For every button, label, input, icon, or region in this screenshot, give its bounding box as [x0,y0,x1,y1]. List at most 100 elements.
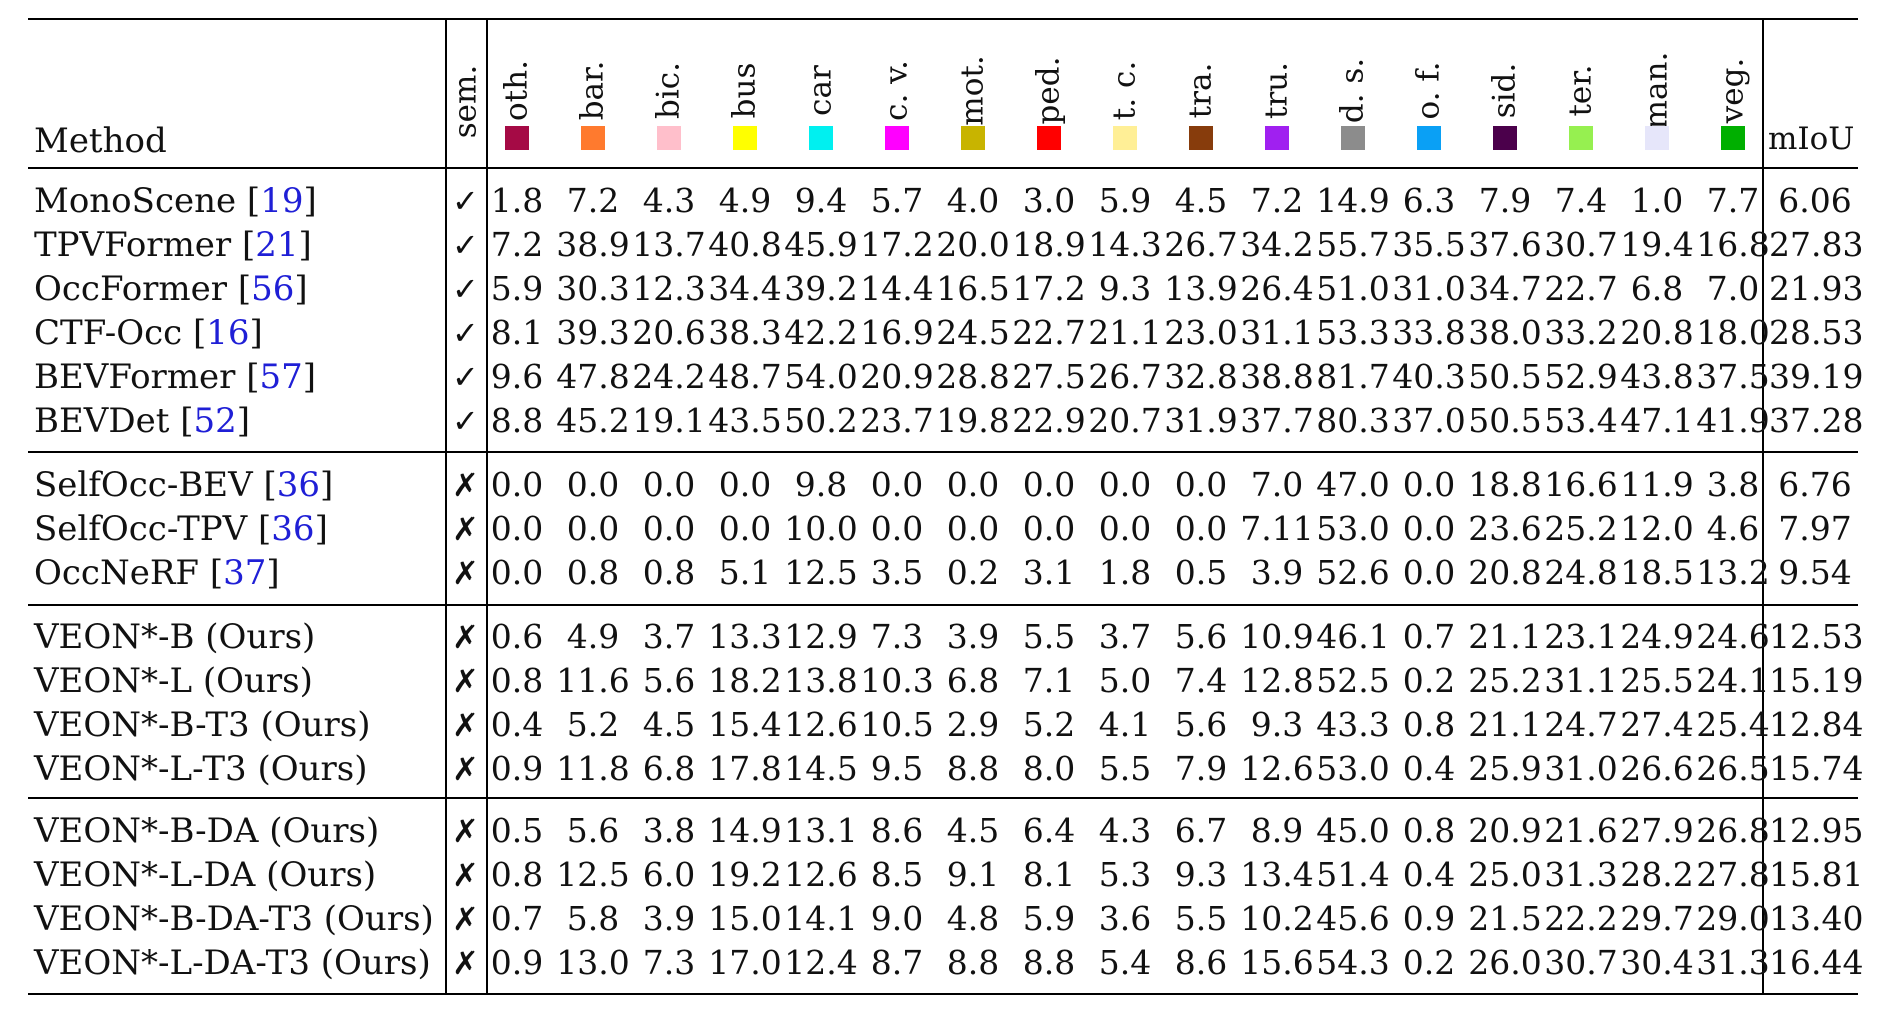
value-cell: 48.7 [708,357,782,396]
value-cell: 12.0 [1620,509,1694,548]
value-cell: 10.0 [784,509,858,548]
value-cell: 3.9 [946,617,1000,656]
value-cell: 0.0 [1402,509,1456,548]
value-cell: 33.2 [1544,313,1618,352]
method-name: OccFormer [56] [34,269,308,309]
value-cell: 5.6 [642,661,696,700]
value-cell: 5.5 [1098,749,1152,788]
value-cell: 3.0 [1022,181,1076,220]
value-cell: 13.9 [1164,269,1238,308]
value-cell: 21.6 [1544,811,1618,850]
value-cell: 33.8 [1392,313,1466,352]
value-cell: 21.1 [1468,617,1542,656]
method-name-text: VEON*-L-DA (Ours) [34,855,377,895]
value-cell: 12.9 [784,617,858,656]
value-cell: 54.3 [1316,943,1390,982]
value-cell: 31.0 [1392,269,1466,308]
value-cell: 39.2 [784,269,858,308]
value-cell: 37.6 [1468,225,1542,264]
value-cell: 19.8 [936,401,1010,440]
value-cell: 5.0 [1098,661,1152,700]
value-cell: 5.9 [490,269,544,308]
value-cell: 31.9 [1164,401,1238,440]
value-cell: 6.3 [1402,181,1456,220]
value-cell: 0.8 [1402,705,1456,744]
value-cell: 3.8 [642,811,696,850]
value-cell: 18.5 [1620,553,1694,592]
citation-link[interactable]: 57 [259,357,303,397]
value-cell: 16.5 [936,269,1010,308]
citation-link[interactable]: 36 [276,465,321,505]
value-cell: 34.2 [1240,225,1314,264]
method-name: OccNeRF [37] [34,553,280,593]
value-cell: 0.0 [490,553,544,592]
citation-link[interactable]: 36 [271,509,315,549]
value-cell: 34.4 [708,269,782,308]
value-cell: 25.0 [1468,855,1542,894]
miou-cell: 37.28 [1769,401,1864,440]
method-name-text: VEON*-B (Ours) [34,617,316,657]
value-cell: 0.0 [490,465,544,504]
cross-mark-icon: ✗ [452,856,479,894]
method-name-text: SelfOcc-BEV [34,465,253,505]
value-cell: 20.7 [1088,401,1162,440]
check-mark-icon: ✓ [452,270,479,308]
method-name: VEON*-B-DA (Ours) [34,814,379,848]
value-cell: 3.5 [870,553,924,592]
citation-link[interactable]: 21 [255,225,299,265]
value-cell: 12.5 [784,553,858,592]
class-header: c. v. [878,60,915,121]
value-cell: 7.2 [566,181,620,220]
value-cell: 17.2 [1012,269,1086,308]
value-cell: 24.2 [632,357,706,396]
value-cell: 3.7 [642,617,696,656]
miou-cell: 15.19 [1769,661,1864,700]
value-cell: 8.9 [1250,811,1304,850]
citation-link[interactable]: 37 [223,553,267,593]
method-name: BEVFormer [57] [34,357,317,397]
value-cell: 6.8 [642,749,696,788]
value-cell: 37.5 [1696,357,1770,396]
class-header: veg. [1714,57,1751,124]
value-cell: 7.9 [1174,749,1228,788]
value-cell: 21.1 [1088,313,1162,352]
class-color-swatch [581,126,605,150]
value-cell: 26.6 [1620,749,1694,788]
method-name: VEON*-B (Ours) [34,620,315,654]
value-cell: 26.7 [1088,357,1162,396]
value-cell: 6.4 [1022,811,1076,850]
cross-mark-icon: ✗ [452,510,479,548]
value-cell: 45.9 [784,225,858,264]
value-cell: 25.4 [1696,705,1770,744]
citation-link[interactable]: 52 [193,401,237,441]
value-cell: 39.3 [556,313,630,352]
citation-link[interactable]: 19 [260,181,304,221]
citation-link[interactable]: 16 [206,313,250,353]
value-cell: 0.0 [718,465,772,504]
miou-cell: 16.44 [1769,943,1864,982]
value-cell: 47.8 [556,357,630,396]
value-cell: 35.5 [1392,225,1466,264]
value-cell: 3.9 [642,899,696,938]
value-cell: 14.1 [784,899,858,938]
value-cell: 3.8 [1706,465,1760,504]
value-cell: 14.9 [708,811,782,850]
citation-link[interactable]: 56 [251,269,295,309]
value-cell: 50.2 [784,401,858,440]
value-cell: 0.0 [490,509,544,548]
miou-cell: 9.54 [1778,553,1852,592]
value-cell: 54.0 [784,357,858,396]
value-cell: 27.4 [1620,705,1694,744]
header-rule [28,167,1858,169]
method-name: TPVFormer [21] [34,225,312,265]
group-rule [28,604,1858,606]
value-cell: 0.8 [490,855,544,894]
value-cell: 0.0 [1402,553,1456,592]
value-cell: 50.5 [1468,401,1542,440]
value-cell: 21.1 [1468,705,1542,744]
value-cell: 22.7 [1544,269,1618,308]
class-header: d. s. [1334,57,1371,124]
value-cell: 53.3 [1316,313,1390,352]
value-cell: 13.0 [556,943,630,982]
value-cell: 46.1 [1316,617,1390,656]
